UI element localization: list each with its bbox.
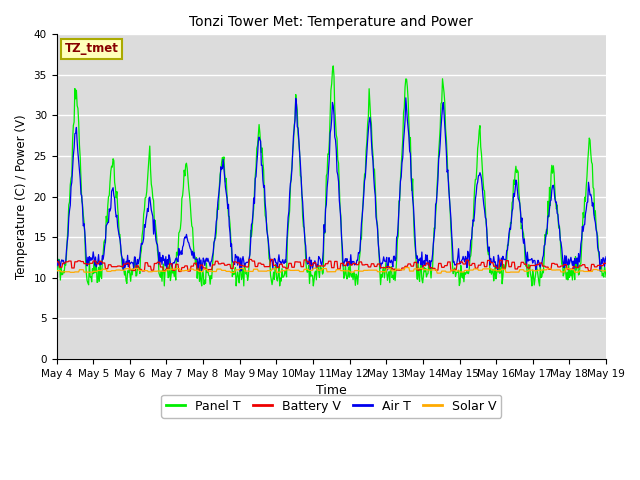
- Legend: Panel T, Battery V, Air T, Solar V: Panel T, Battery V, Air T, Solar V: [161, 395, 502, 418]
- Text: TZ_tmet: TZ_tmet: [65, 42, 118, 56]
- X-axis label: Time: Time: [316, 384, 347, 397]
- Title: Tonzi Tower Met: Temperature and Power: Tonzi Tower Met: Temperature and Power: [189, 15, 473, 29]
- Y-axis label: Temperature (C) / Power (V): Temperature (C) / Power (V): [15, 114, 28, 279]
